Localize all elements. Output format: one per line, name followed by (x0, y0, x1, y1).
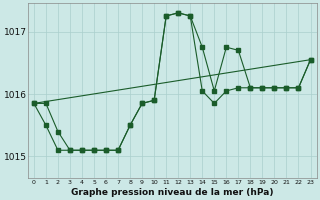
X-axis label: Graphe pression niveau de la mer (hPa): Graphe pression niveau de la mer (hPa) (71, 188, 274, 197)
